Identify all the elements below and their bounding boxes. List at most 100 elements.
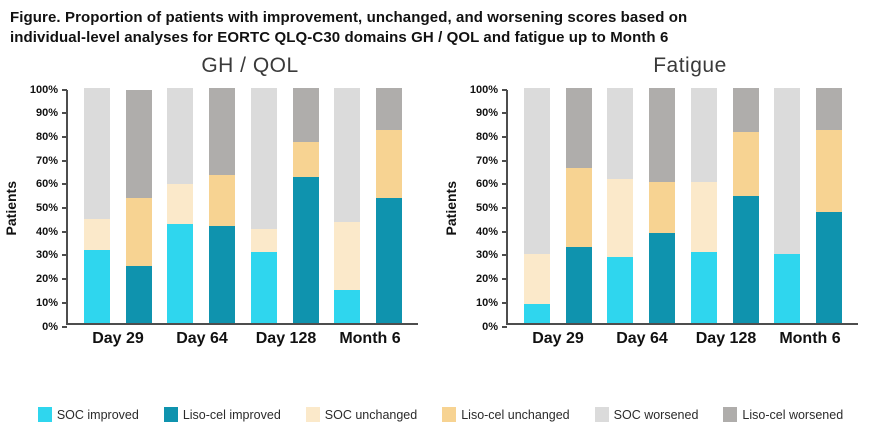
segment-liso-cel-unchanged <box>649 181 676 234</box>
bar-liso-cel-day-29 <box>565 87 592 323</box>
x-axis-label-day-128: Day 128 <box>255 329 317 347</box>
segment-liso-cel-unchanged <box>565 167 592 248</box>
y-tick-label-0: 0% <box>42 320 58 333</box>
y-tick-mark <box>502 278 507 281</box>
y-tick-label-70: 70% <box>475 154 498 167</box>
segment-liso-cel-worsened <box>816 87 843 130</box>
legend: SOC improved Liso-cel improved SOC unchang… <box>0 407 881 422</box>
segment-liso-cel-worsened <box>125 89 152 199</box>
segment-soc-unchanged <box>607 179 634 257</box>
plot-wrapper: Day 29 Day 64 Day 128 Month 6 <box>66 87 420 347</box>
y-tick-label-90: 90% <box>475 107 498 120</box>
chart-panel-gh-qol: GH / QOL Patients 100% 90% 80% 70% 60% 50% 40%… <box>0 52 440 347</box>
y-tick-label-80: 80% <box>35 130 58 143</box>
y-axis-ticks: 100% 90% 80% 70% 60% 50% 40% 30% 20% 10% 0% <box>462 84 507 333</box>
y-axis-label: Patients <box>443 180 459 236</box>
segment-liso-cel-worsened <box>209 87 236 175</box>
segment-soc-worsened <box>690 87 717 182</box>
bar-soc-day-64 <box>607 87 634 323</box>
segment-soc-worsened <box>774 87 801 255</box>
segment-soc-unchanged <box>690 181 717 253</box>
y-tick-mark <box>62 112 67 115</box>
segment-liso-cel-improved <box>565 247 592 323</box>
y-tick-mark <box>502 301 507 304</box>
segment-liso-cel-worsened <box>649 87 676 182</box>
segment-soc-worsened <box>607 87 634 180</box>
legend-item-soc-improved: SOC improved <box>37 407 139 422</box>
bar-group-day-64 <box>607 87 676 323</box>
segment-soc-unchanged <box>250 228 277 253</box>
segment-liso-cel-worsened <box>376 87 403 130</box>
bar-group-month-6 <box>334 87 403 323</box>
bar-soc-day-64 <box>167 87 194 323</box>
chart-title: GH / QOL <box>201 53 299 77</box>
y-tick-label-70: 70% <box>35 154 58 167</box>
legend-label: Liso-cel worsened <box>742 407 844 422</box>
segment-liso-cel-unchanged <box>732 132 759 196</box>
bar-liso-cel-day-128 <box>732 87 759 323</box>
y-tick-label-50: 50% <box>475 202 498 215</box>
y-tick-label-100: 100% <box>469 83 498 96</box>
x-axis-label-day-64: Day 64 <box>616 329 668 347</box>
segment-liso-cel-worsened <box>292 87 319 142</box>
legend-swatch-icon <box>723 407 738 422</box>
segment-liso-cel-worsened <box>732 87 759 133</box>
x-axis-label-day-64: Day 64 <box>176 329 228 347</box>
y-tick-mark <box>502 183 507 186</box>
legend-item-liso-cel-improved: Liso-cel improved <box>163 407 281 422</box>
bar-group-day-128 <box>690 87 759 323</box>
bar-liso-cel-day-29 <box>125 89 152 323</box>
legend-item-liso-cel-worsened: Liso-cel worsened <box>723 407 843 422</box>
y-tick-mark <box>502 325 507 328</box>
legend-label: SOC unchanged <box>324 407 418 422</box>
x-axis-label-month-6: Month 6 <box>779 329 841 347</box>
y-axis-label-column: Patients <box>0 90 22 327</box>
segment-soc-unchanged <box>334 221 361 290</box>
bar-liso-cel-month-6 <box>816 87 843 323</box>
bar-soc-day-128 <box>250 87 277 323</box>
legend-swatch-icon <box>594 407 609 422</box>
x-axis-labels: Day 29 Day 64 Day 128 Month 6 <box>508 330 860 348</box>
y-tick-mark <box>62 230 67 233</box>
segment-liso-cel-improved <box>125 266 152 323</box>
plot-area <box>506 87 858 325</box>
segment-liso-cel-improved <box>816 212 843 323</box>
y-tick-label-30: 30% <box>35 249 58 262</box>
bar-soc-month-6 <box>334 87 361 323</box>
y-tick-label-10: 10% <box>475 296 498 309</box>
y-tick-label-20: 20% <box>35 273 58 286</box>
y-tick-label-50: 50% <box>35 202 58 215</box>
segment-soc-improved <box>250 252 277 323</box>
x-axis-label-day-128: Day 128 <box>695 329 757 347</box>
segment-soc-worsened <box>250 87 277 229</box>
y-tick-label-30: 30% <box>475 249 498 262</box>
y-tick-mark <box>502 230 507 233</box>
x-axis-label-day-29: Day 29 <box>532 329 584 347</box>
segment-liso-cel-unchanged <box>292 141 319 177</box>
y-axis-ticks: 100% 90% 80% 70% 60% 50% 40% 30% 20% 10% 0% <box>22 84 67 333</box>
segment-liso-cel-unchanged <box>125 198 152 267</box>
y-tick-label-80: 80% <box>475 130 498 143</box>
y-tick-mark <box>502 88 507 91</box>
legend-item-soc-unchanged: SOC unchanged <box>305 407 418 422</box>
y-tick-mark <box>62 183 67 186</box>
y-tick-label-0: 0% <box>482 320 498 333</box>
segment-liso-cel-improved <box>649 233 676 323</box>
y-tick-mark <box>62 159 67 162</box>
segment-liso-cel-unchanged <box>816 129 843 213</box>
plot-wrapper: Day 29 Day 64 Day 128 Month 6 <box>506 87 860 347</box>
bar-group-day-29 <box>83 87 152 323</box>
y-tick-mark <box>62 207 67 210</box>
segment-soc-unchanged <box>83 219 110 250</box>
legend-swatch-icon <box>442 407 457 422</box>
y-tick-mark <box>62 301 67 304</box>
figure-title: Figure. Proportion of patients with impr… <box>0 0 881 48</box>
bar-liso-cel-day-64 <box>209 87 236 323</box>
x-axis-label-day-29: Day 29 <box>92 329 144 347</box>
figure-title-line-1: Figure. Proportion of patients with impr… <box>10 9 688 26</box>
segment-liso-cel-improved <box>209 226 236 323</box>
y-tick-label-40: 40% <box>475 225 498 238</box>
bar-soc-day-29 <box>523 87 550 323</box>
x-axis-label-month-6: Month 6 <box>339 329 401 347</box>
